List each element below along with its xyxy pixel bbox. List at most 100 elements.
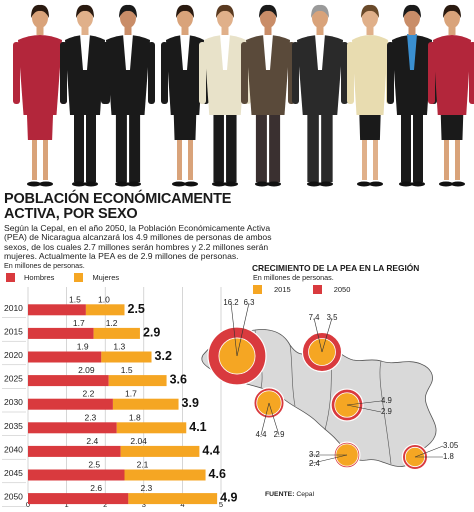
- data-label-mujeres: 1.7: [125, 389, 137, 399]
- legend-label-hombres: Hombres: [24, 273, 55, 282]
- neck-shape: [408, 26, 416, 35]
- head-shape: [77, 8, 93, 28]
- leg-shape: [74, 108, 84, 182]
- total-label: 3.6: [170, 373, 187, 387]
- leg-shape: [362, 140, 367, 180]
- shoe-shape: [411, 181, 425, 187]
- leader-line: [260, 402, 270, 436]
- data-label-mujeres: 1.8: [129, 412, 141, 422]
- bar-legend: Hombres Mujeres: [6, 273, 119, 282]
- leg-shape: [373, 140, 378, 180]
- bar-mujeres: [101, 351, 152, 363]
- bar-units-label: En millones de personas.: [4, 261, 85, 270]
- leg-shape: [213, 108, 224, 182]
- arm-shape: [387, 42, 394, 104]
- bar-hombres: [28, 351, 102, 363]
- arm-shape: [199, 42, 206, 104]
- total-label: 2.5: [128, 302, 145, 316]
- leg-shape: [455, 140, 460, 180]
- arm-shape: [101, 42, 108, 104]
- hair-shape: [259, 4, 277, 18]
- shoe-shape: [72, 181, 86, 187]
- jacket-shape: [392, 35, 432, 115]
- arm-shape: [428, 42, 435, 104]
- bar-hombres: [28, 304, 86, 316]
- data-label-mujeres: 2.3: [140, 483, 152, 493]
- x-tick-label: 4: [180, 500, 184, 509]
- region-map: 16.2 6.3 7.4 3.5 4.4 2.9 4.9 2.9 3.22.4 3.05 1.8: [201, 298, 459, 471]
- leg-shape: [188, 140, 193, 180]
- data-label-hombres: 2.6: [90, 483, 102, 493]
- year-label: 2010: [4, 303, 23, 313]
- shoe-shape: [84, 181, 98, 187]
- arm-shape: [148, 42, 155, 104]
- intro-paragraph: Según la Cepal, en el año 2050, la Pobla…: [4, 223, 272, 262]
- total-label: 4.9: [220, 491, 237, 505]
- leg-shape: [43, 140, 48, 180]
- data-label-mujeres: 2.04: [130, 436, 147, 446]
- person-figure: [199, 4, 251, 187]
- head-shape: [312, 8, 328, 28]
- map-value-label: 2.9: [381, 407, 392, 416]
- data-label-hombres: 1.7: [73, 318, 85, 328]
- shoe-shape: [184, 181, 198, 187]
- bar-hombres: [28, 469, 125, 481]
- data-label-hombres: 2.5: [88, 460, 100, 470]
- leg-shape: [307, 108, 319, 182]
- shirt-shape: [123, 34, 133, 70]
- arm-shape: [241, 42, 248, 104]
- x-tick-label: 2: [103, 500, 107, 509]
- map-value-label: 3.2: [309, 450, 320, 459]
- shoe-shape: [439, 181, 453, 187]
- title-line-1: POBLACIÓN ECONÓMICAMENTE: [4, 191, 232, 207]
- year-label: 2045: [4, 468, 23, 478]
- neck-shape: [448, 26, 456, 35]
- hair-shape: [176, 4, 194, 18]
- data-label-mujeres: 1.2: [106, 318, 118, 328]
- neck-shape: [221, 26, 229, 35]
- skirt-shape: [173, 110, 197, 140]
- bar-chart: 0 1 2 3 4 5 2010 1.5 1.0 2.5 2015 1.7 1.2 2.9 2020 1.9 1…: [2, 287, 238, 509]
- source-value: Cepal: [296, 491, 315, 498]
- x-tick-label: 3: [142, 500, 146, 509]
- jacket-shape: [166, 35, 204, 115]
- shoe-shape: [319, 181, 333, 187]
- arm-shape: [161, 42, 168, 104]
- year-label: 2030: [4, 397, 23, 407]
- x-tick-label: 1: [65, 500, 69, 509]
- skirt-shape: [26, 110, 54, 140]
- bar-mujeres: [108, 375, 167, 387]
- head-shape: [120, 8, 136, 28]
- shoe-shape: [115, 181, 129, 187]
- arm-shape: [292, 42, 299, 104]
- legend-label-mujeres: Mujeres: [92, 273, 120, 282]
- person-figure: [292, 4, 348, 187]
- title-line-2: ACTIVA, POR SEXO: [4, 206, 138, 222]
- x-tick-label: 0: [26, 500, 30, 509]
- year-label: 2015: [4, 326, 23, 336]
- map-title: CRECIMIENTO DE LA PEA EN LA REGIÓN: [252, 263, 420, 273]
- data-label-hombres: 2.2: [83, 389, 95, 399]
- data-label-mujeres: 1.5: [121, 365, 133, 375]
- year-label: 2035: [4, 421, 23, 431]
- hair-shape: [403, 4, 421, 18]
- map-value-label: 4.9: [381, 396, 392, 405]
- neck-shape: [316, 26, 324, 35]
- person-figure: [161, 4, 209, 187]
- map-value-label: 4.4: [256, 430, 268, 439]
- leader-line: [308, 454, 348, 465]
- shoe-shape: [255, 181, 269, 187]
- shoe-shape: [357, 181, 371, 187]
- map-legend: 2015 2050: [253, 285, 350, 294]
- leg-shape: [401, 108, 411, 182]
- bar-mujeres: [120, 445, 200, 457]
- leg-shape: [115, 108, 127, 182]
- shoe-shape: [127, 181, 141, 187]
- source-label: FUENTE:: [265, 491, 295, 498]
- neck-shape: [81, 26, 89, 35]
- neck-shape: [36, 26, 44, 35]
- map-value-label: 1.8: [443, 452, 454, 461]
- data-label-mujeres: 1.3: [113, 342, 125, 352]
- person-figure: [428, 4, 474, 187]
- jacket-shape: [65, 35, 105, 115]
